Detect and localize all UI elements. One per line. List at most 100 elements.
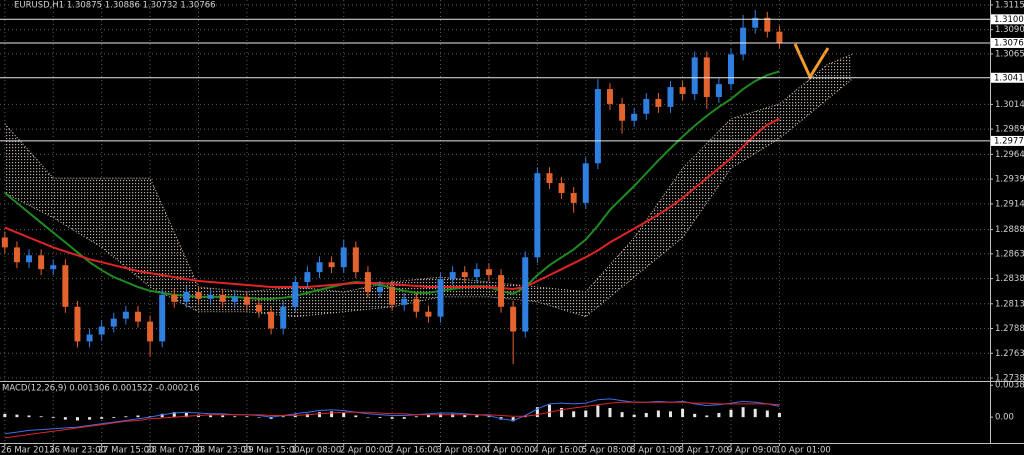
candle-body: [606, 89, 613, 104]
level-label: 1.29776: [994, 136, 1024, 146]
candle-body: [86, 334, 93, 342]
histogram-bar: [88, 417, 92, 420]
candle-body: [340, 247, 347, 268]
histogram-bar: [426, 414, 430, 418]
histogram-bar: [378, 417, 382, 418]
x-tick-label: 29 Mar 15:00: [243, 446, 300, 455]
candle-body: [255, 304, 262, 312]
candle-body: [703, 57, 710, 97]
candle-body: [147, 321, 154, 342]
candle-body: [425, 311, 432, 317]
candle-body: [667, 87, 674, 107]
y-tick-label: 0.00: [995, 413, 1014, 423]
y-tick-label: 1.29640: [995, 150, 1024, 160]
histogram-bar: [136, 415, 140, 418]
candle-body: [13, 247, 20, 263]
candle-body: [74, 306, 81, 342]
histogram-bar: [414, 416, 418, 418]
y-tick-label: 1.27380: [995, 374, 1024, 384]
candle-body: [183, 291, 190, 302]
histogram-bar: [51, 417, 55, 418]
candle-body: [98, 326, 105, 335]
candle-body: [159, 294, 166, 342]
candle-body: [122, 311, 129, 319]
candle-body: [619, 103, 626, 121]
y-tick-label: 1.28880: [995, 225, 1024, 235]
histogram-bar: [681, 408, 685, 418]
histogram-bar: [753, 408, 757, 418]
candle-body: [631, 113, 638, 121]
histogram-bar: [209, 415, 213, 418]
histogram-bar: [402, 417, 406, 419]
histogram-bar: [584, 410, 588, 418]
candle-body: [134, 311, 141, 322]
x-tick-label: 4 Apr 00:00: [485, 446, 535, 455]
candle-body: [461, 272, 468, 278]
candle-body: [485, 269, 492, 276]
y-tick-label: 1.28385: [995, 274, 1024, 284]
x-tick-label: 10 Apr 01:00: [775, 446, 830, 455]
histogram-bar: [777, 413, 781, 418]
candle-body: [643, 98, 650, 114]
candle-body: [1, 237, 8, 248]
candle-body: [207, 294, 214, 299]
level-label-bg: [991, 37, 1024, 48]
x-tick-label: 28 Mar 07:00: [146, 446, 203, 455]
y-tick-label: 1.30900: [995, 25, 1024, 35]
histogram-bar: [366, 417, 370, 418]
histogram-bar: [717, 413, 721, 418]
histogram-bar: [693, 413, 697, 418]
y-tick-label: 1.30145: [995, 100, 1024, 110]
candle-body: [740, 27, 747, 55]
x-tick-label: 2 Apr 16:00: [388, 446, 438, 455]
candle-body: [243, 296, 250, 305]
candle-body: [570, 192, 577, 203]
histogram-bar: [172, 412, 176, 418]
histogram-bar: [233, 416, 237, 418]
histogram-bar: [620, 412, 624, 418]
candle-body: [292, 282, 299, 307]
level-label: 1.31005: [994, 15, 1024, 25]
histogram-bar: [27, 415, 31, 418]
histogram-bar: [342, 413, 346, 418]
candle-body: [752, 17, 759, 28]
histogram-bar: [318, 412, 322, 418]
candle-body: [522, 257, 529, 332]
candle-body: [413, 298, 420, 312]
level-label-bg: [991, 72, 1024, 83]
y-tick-label: 1.28130: [995, 299, 1024, 309]
histogram-bar: [705, 415, 709, 418]
histogram-bar: [3, 413, 7, 418]
candle-body: [26, 255, 33, 263]
candle-body: [231, 296, 238, 302]
histogram-bar: [221, 415, 225, 418]
y-tick-label: 0.00385: [995, 381, 1024, 391]
y-tick-label: 1.31150: [995, 0, 1024, 10]
x-tick-label: 26 Mar 23:00: [49, 446, 106, 455]
histogram-bar: [596, 405, 600, 418]
histogram-bar: [100, 417, 104, 419]
x-tick-label: 27 Mar 15:00: [98, 446, 155, 455]
y-tick-label: 1.29390: [995, 175, 1024, 185]
candle-body: [679, 87, 686, 95]
candle-body: [449, 272, 456, 280]
histogram-bar: [487, 416, 491, 418]
indicator-line: [4, 401, 780, 439]
histogram-bar: [112, 417, 116, 418]
histogram-bar: [511, 417, 515, 422]
histogram-bar: [475, 415, 479, 418]
x-tick-label: 5 Apr 08:00: [582, 446, 632, 455]
histogram-bar: [463, 414, 467, 418]
histogram-bar: [305, 413, 309, 418]
histogram-bar: [63, 417, 67, 420]
candle-body: [655, 98, 662, 107]
candle-body: [510, 306, 517, 332]
candle-body: [389, 286, 396, 305]
histogram-bar: [644, 413, 648, 418]
candle-body: [473, 269, 480, 278]
candle-body: [328, 262, 335, 268]
x-tick-label: 26 Mar 2013: [1, 446, 55, 455]
candle-body: [498, 275, 505, 307]
candle-body: [728, 54, 735, 85]
